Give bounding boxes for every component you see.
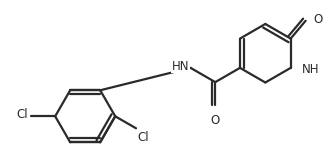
Text: NH: NH bbox=[302, 63, 319, 76]
Text: HN: HN bbox=[172, 60, 189, 73]
Text: Cl: Cl bbox=[138, 131, 149, 144]
Text: Cl: Cl bbox=[16, 108, 28, 121]
Text: O: O bbox=[211, 114, 220, 127]
Text: O: O bbox=[313, 13, 322, 26]
